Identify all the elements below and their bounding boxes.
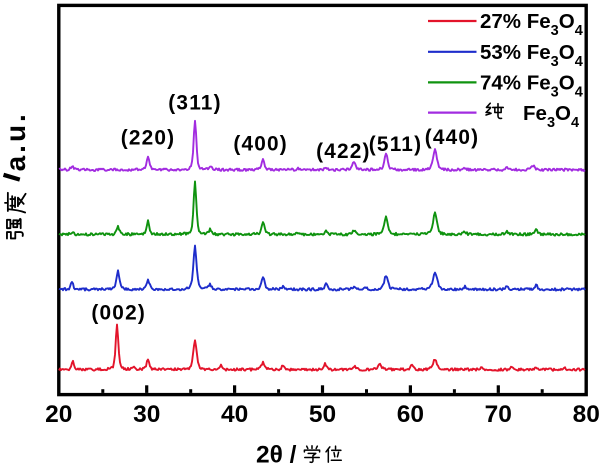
- svg-text:70: 70: [485, 401, 512, 428]
- svg-text:40: 40: [221, 401, 248, 428]
- svg-text:60: 60: [397, 401, 424, 428]
- svg-text:(220): (220): [121, 127, 176, 150]
- svg-text:(002): (002): [91, 302, 146, 325]
- svg-text:(511): (511): [369, 133, 422, 156]
- svg-text:30: 30: [133, 401, 160, 428]
- svg-text:2θ /: 2θ /: [256, 442, 297, 469]
- svg-text:80: 80: [573, 401, 600, 428]
- svg-text:(400): (400): [233, 132, 288, 155]
- svg-text:(422): (422): [316, 140, 371, 163]
- svg-text:(440): (440): [425, 126, 480, 149]
- svg-text:a.u.: a.u.: [0, 111, 31, 171]
- svg-text:50: 50: [309, 401, 336, 428]
- svg-text:(311): (311): [168, 92, 221, 115]
- svg-text:20: 20: [45, 401, 72, 428]
